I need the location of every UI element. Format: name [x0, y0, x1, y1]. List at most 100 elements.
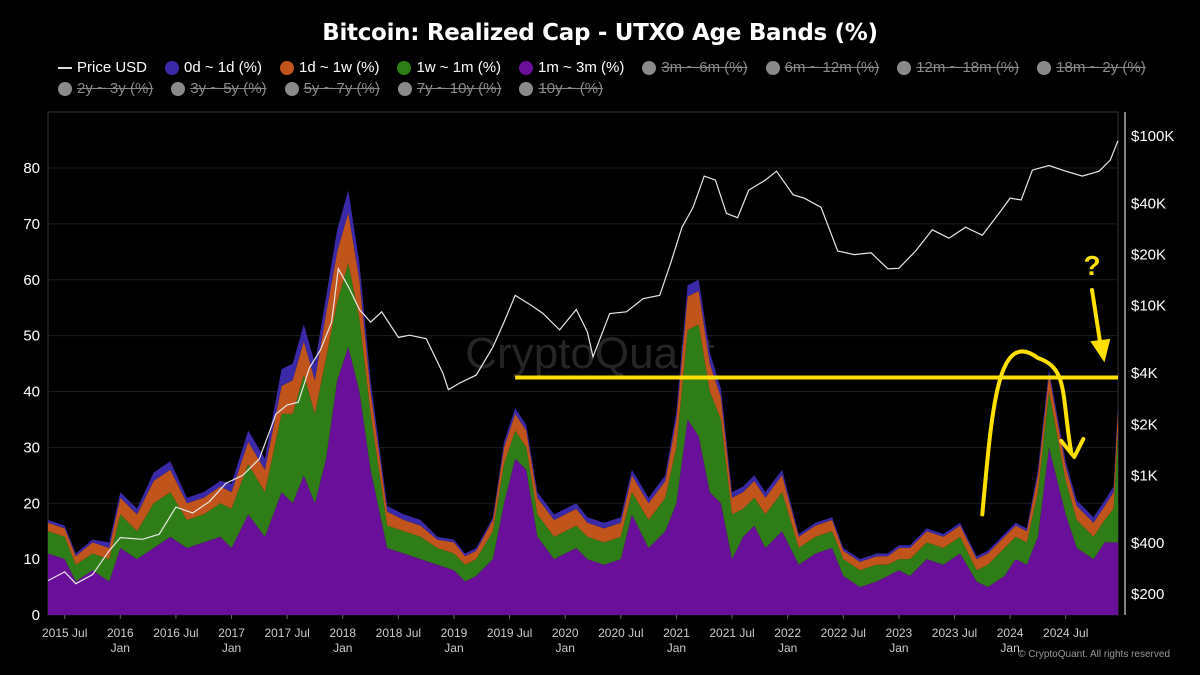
y-tick-label: 60 [23, 272, 40, 289]
x-tick-label: 2020 Jul [598, 626, 643, 640]
legend-label: 18m ~ 2y (%) [1056, 59, 1146, 76]
x-tick-label: 2021 [663, 626, 690, 640]
x-tick-label: 2017 [218, 626, 245, 640]
x-tick-label: 2018 Jul [376, 626, 421, 640]
copyright-footer: © CryptoQuant. All rights reserved [1018, 649, 1170, 660]
y2-tick-label: $1K [1131, 467, 1158, 484]
legend-item[interactable]: 10y ~ (%) [519, 80, 603, 97]
x-tick-sublabel: Jan [333, 641, 352, 655]
x-tick-label: 2022 [774, 626, 801, 640]
legend-row: 2y ~ 3y (%) 3y ~ 5y (%) 5y ~ 7y (%) 7y ~ 10… [58, 78, 1178, 99]
legend-item[interactable]: 1w ~ 1m (%) [397, 59, 501, 76]
y2-tick-label: $200 [1131, 586, 1164, 603]
y2-tick-label: $40K [1131, 196, 1166, 213]
legend-swatch [1037, 60, 1052, 75]
y-tick-label: 30 [23, 439, 40, 456]
x-tick-label: 2019 [441, 626, 468, 640]
legend-item[interactable]: 1m ~ 3m (%) [519, 59, 624, 76]
x-tick-sublabel: Jan [667, 641, 686, 655]
y2-tick-label: $20K [1131, 247, 1166, 264]
y2-tick-label: $400 [1131, 535, 1164, 552]
legend-label: 12m ~ 18m (%) [916, 59, 1020, 76]
legend-label: 0d ~ 1d (%) [184, 59, 262, 76]
y-tick-label: 50 [23, 328, 40, 345]
legend-item[interactable]: 12m ~ 18m (%) [897, 59, 1019, 76]
x-tick-label: 2016 [107, 626, 134, 640]
x-tick-sublabel: Jan [1000, 641, 1019, 655]
x-tick-label: 2019 Jul [487, 626, 532, 640]
x-tick-label: 2023 [886, 626, 913, 640]
annotation-down-arrowhead [1090, 338, 1111, 363]
legend-label: 5y ~ 7y (%) [303, 80, 380, 97]
legend-line-swatch [58, 66, 72, 69]
legend-item[interactable]: 0d ~ 1d (%) [165, 59, 262, 76]
legend-item[interactable]: 5y ~ 7y (%) [284, 80, 380, 97]
annotation-down-arrow [1090, 288, 1103, 350]
legend-item[interactable]: 6m ~ 12m (%) [765, 59, 880, 76]
legend-swatch [171, 81, 186, 96]
watermark: CryptoQuant [465, 329, 714, 378]
legend-swatch [519, 81, 534, 96]
y2-tick-label: $10K [1131, 298, 1166, 315]
x-tick-label: 2024 Jul [1043, 626, 1088, 640]
legend-swatch [165, 60, 180, 75]
legend-label: 3m ~ 6m (%) [661, 59, 748, 76]
x-tick-label: 2016 Jul [153, 626, 198, 640]
legend-item[interactable]: 18m ~ 2y (%) [1037, 59, 1146, 76]
legend-row: Price USD 0d ~ 1d (%) 1d ~ 1w (%) 1w ~ 1m (… [58, 57, 1178, 78]
x-tick-sublabel: Jan [778, 641, 797, 655]
legend-item[interactable]: 3m ~ 6m (%) [642, 59, 748, 76]
legend-item[interactable]: 1d ~ 1w (%) [279, 59, 380, 76]
legend-label: 1w ~ 1m (%) [416, 59, 502, 76]
legend-swatch [519, 60, 534, 75]
legend-swatch [397, 60, 412, 75]
legend-swatch [58, 81, 72, 96]
legend-label: 1d ~ 1w (%) [298, 59, 380, 76]
y-tick-label: 10 [23, 551, 40, 568]
x-tick-label: 2022 Jul [821, 626, 866, 640]
area-series-1d-1w- [48, 212, 1118, 571]
x-tick-label: 2020 [552, 626, 579, 640]
x-tick-label: 2021 Jul [709, 626, 754, 640]
x-tick-label: 2018 [329, 626, 356, 640]
x-tick-label: 2024 [997, 626, 1024, 640]
y-tick-label: 20 [23, 495, 40, 512]
x-tick-sublabel: Jan [889, 641, 908, 655]
legend-label: 6m ~ 12m (%) [784, 59, 880, 76]
legend-label: 3y ~ 5y (%) [190, 80, 267, 97]
y-tick-label: 40 [23, 384, 40, 401]
legend-item[interactable]: 7y ~ 10y (%) [397, 80, 501, 97]
x-tick-sublabel: Jan [556, 641, 575, 655]
legend-swatch [397, 81, 412, 96]
legend-item[interactable]: 3y ~ 5y (%) [171, 80, 267, 97]
annotation-arrowhead [1059, 436, 1086, 459]
legend-label: 1m ~ 3m (%) [538, 59, 625, 76]
legend-swatch [765, 60, 780, 75]
chart-legend: Price USD 0d ~ 1d (%) 1d ~ 1w (%) 1w ~ 1m (… [58, 57, 1178, 99]
x-tick-label: 2015 Jul [42, 626, 87, 640]
legend-label: 2y ~ 3y (%) [77, 80, 154, 97]
y-tick-label: 0 [32, 607, 40, 624]
x-tick-sublabel: Jan [444, 641, 463, 655]
legend-label: Price USD [77, 59, 148, 76]
y-tick-label: 70 [23, 216, 40, 233]
y2-tick-label: $100K [1131, 128, 1174, 145]
x-tick-sublabel: Jan [222, 641, 241, 655]
legend-swatch [897, 60, 912, 75]
legend-item[interactable]: 2y ~ 3y (%) [58, 80, 153, 97]
annotation-question: ? [1083, 250, 1100, 281]
y2-tick-label: $4K [1131, 365, 1158, 382]
legend-swatch [279, 60, 294, 75]
legend-swatch [642, 60, 657, 75]
y-tick-label: 80 [23, 160, 40, 177]
annotation-arc [980, 349, 1074, 517]
area-series-1m-3m- [48, 346, 1118, 615]
x-tick-sublabel: Jan [111, 641, 130, 655]
legend-item[interactable]: Price USD [58, 59, 147, 76]
chart-title: Bitcoin: Realized Cap - UTXO Age Bands (… [322, 20, 878, 46]
area-series-1w-1m- [48, 263, 1118, 588]
price-usd-line [47, 140, 1119, 585]
legend-label: 10y ~ (%) [538, 80, 604, 97]
y2-tick-label: $2K [1131, 416, 1158, 433]
